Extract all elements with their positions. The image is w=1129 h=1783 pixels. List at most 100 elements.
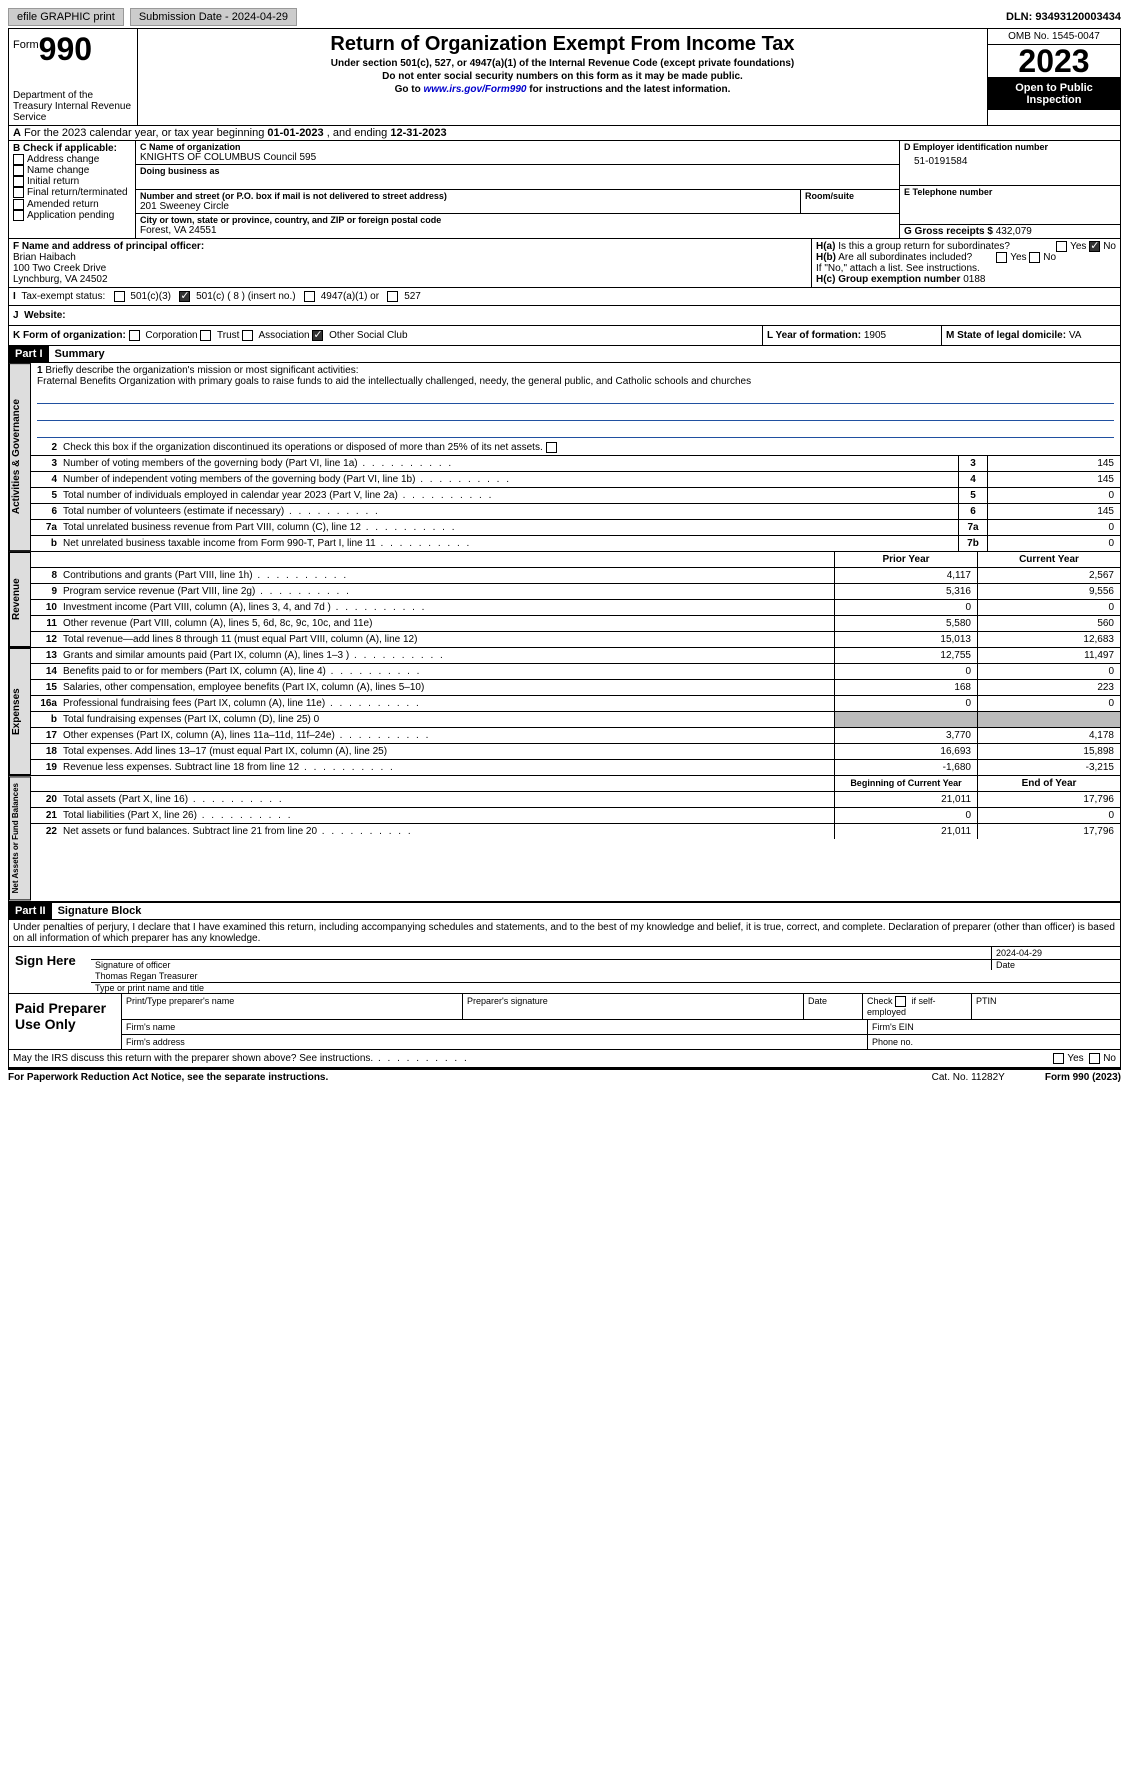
exp-18-curr: 15,898: [977, 744, 1120, 759]
officer-name: Brian Haibach: [13, 252, 807, 263]
efile-print-button[interactable]: efile GRAPHIC print: [8, 8, 124, 26]
row-k-l-m: K Form of organization: Corporation Trus…: [9, 326, 1120, 346]
subtitle-3: Go to www.irs.gov/Form990 for instructio…: [142, 84, 983, 95]
exp-16a-prior: 0: [834, 696, 977, 711]
exp-17-curr: 4,178: [977, 728, 1120, 743]
topbar: efile GRAPHIC print Submission Date - 20…: [8, 8, 1121, 26]
form-outer: Form990 Department of the Treasury Inter…: [8, 28, 1121, 1070]
exp-19-curr: -3,215: [977, 760, 1120, 775]
rev-10-curr: 0: [977, 600, 1120, 615]
val-4: 145: [987, 472, 1120, 487]
part-ii-header: Part IISignature Block: [9, 903, 1120, 920]
dln: DLN: 93493120003434: [1006, 11, 1121, 23]
rev-11-curr: 560: [977, 616, 1120, 631]
dept-treasury: Department of the Treasury Internal Reve…: [13, 90, 133, 123]
val-6: 145: [987, 504, 1120, 519]
submission-date: Submission Date - 2024-04-29: [130, 8, 297, 26]
check-final-return[interactable]: [13, 187, 24, 198]
discuss-yes[interactable]: [1053, 1053, 1064, 1064]
ha-yes[interactable]: [1056, 241, 1067, 252]
footer: For Paperwork Reduction Act Notice, see …: [8, 1070, 1121, 1083]
tax-year: 2023: [988, 45, 1120, 78]
header: Form990 Department of the Treasury Inter…: [9, 29, 1120, 126]
gross-receipts: 432,079: [996, 226, 1032, 237]
i-501c3[interactable]: [114, 291, 125, 302]
exp-19-prior: -1,680: [834, 760, 977, 775]
part-i-header: Part ISummary: [9, 346, 1120, 363]
street: 201 Sweeney Circle: [140, 201, 796, 212]
exp-13-prior: 12,755: [834, 648, 977, 663]
exp-16b-curr: [977, 712, 1120, 727]
i-527[interactable]: [387, 291, 398, 302]
check-address-change[interactable]: [13, 154, 24, 165]
exp-14-prior: 0: [834, 664, 977, 679]
exp-16b-prior: [834, 712, 977, 727]
val-3: 145: [987, 456, 1120, 471]
check-name-change[interactable]: [13, 165, 24, 176]
hb-yes[interactable]: [996, 252, 1007, 263]
form-title: Return of Organization Exempt From Incom…: [142, 33, 983, 56]
exp-16a-curr: 0: [977, 696, 1120, 711]
net-22-begin: 21,011: [834, 824, 977, 839]
val-7a: 0: [987, 520, 1120, 535]
exp-14-curr: 0: [977, 664, 1120, 679]
col-c: C Name of organizationKNIGHTS OF COLUMBU…: [136, 141, 899, 238]
mission-text: Fraternal Benefits Organization with pri…: [37, 376, 751, 387]
i-4947[interactable]: [304, 291, 315, 302]
mission-block: 1 Briefly describe the organization's mi…: [31, 363, 1120, 440]
section-b-c-d: B Check if applicable: Address change Na…: [9, 141, 1120, 239]
ein: 51-0191584: [904, 152, 1116, 171]
check-app-pending[interactable]: [13, 210, 24, 221]
irs-link[interactable]: www.irs.gov/Form990: [423, 84, 526, 95]
paid-preparer: Paid Preparer Use Only Print/Type prepar…: [9, 994, 1120, 1050]
perjury-text: Under penalties of perjury, I declare th…: [9, 920, 1120, 947]
check-amended[interactable]: [13, 199, 24, 210]
officer-addr2: Lynchburg, VA 24502: [13, 274, 807, 285]
city-state-zip: Forest, VA 24551: [140, 225, 895, 236]
rev-9-curr: 9,556: [977, 584, 1120, 599]
sign-date: 2024-04-29: [992, 947, 1120, 960]
activities-section: Activities & Governance 1 Briefly descri…: [9, 363, 1120, 552]
i-501c[interactable]: [179, 291, 190, 302]
k-corp[interactable]: [129, 330, 140, 341]
expenses-section: Expenses 13Grants and similar amounts pa…: [9, 648, 1120, 776]
exp-15-prior: 168: [834, 680, 977, 695]
col-d-e-g: D Employer identification number51-01915…: [899, 141, 1120, 238]
rev-12-prior: 15,013: [834, 632, 977, 647]
tab-expenses: Expenses: [9, 648, 31, 775]
ha-no[interactable]: [1089, 241, 1100, 252]
sign-here: Sign Here 2024-04-29 Signature of office…: [9, 947, 1120, 994]
row-f-h: F Name and address of principal officer:…: [9, 239, 1120, 288]
net-22-end: 17,796: [977, 824, 1120, 839]
net-20-begin: 21,011: [834, 792, 977, 807]
discuss-row: May the IRS discuss this return with the…: [9, 1050, 1120, 1069]
k-other[interactable]: [312, 330, 323, 341]
exp-13-curr: 11,497: [977, 648, 1120, 663]
rev-11-prior: 5,580: [834, 616, 977, 631]
tab-revenue: Revenue: [9, 552, 31, 647]
check-self-employed[interactable]: [895, 996, 906, 1007]
rev-10-prior: 0: [834, 600, 977, 615]
org-name: KNIGHTS OF COLUMBUS Council 595: [140, 152, 895, 163]
check-discontinued[interactable]: [546, 442, 557, 453]
net-20-end: 17,796: [977, 792, 1120, 807]
officer-signature-name: Thomas Regan Treasurer: [91, 970, 1120, 983]
hb-no[interactable]: [1029, 252, 1040, 263]
discuss-no[interactable]: [1089, 1053, 1100, 1064]
tab-activities: Activities & Governance: [9, 363, 31, 551]
k-assoc[interactable]: [242, 330, 253, 341]
rev-12-curr: 12,683: [977, 632, 1120, 647]
check-initial-return[interactable]: [13, 176, 24, 187]
state-domicile: VA: [1069, 330, 1082, 341]
val-7b: 0: [987, 536, 1120, 551]
col-b: B Check if applicable: Address change Na…: [9, 141, 136, 238]
k-trust[interactable]: [200, 330, 211, 341]
exp-18-prior: 16,693: [834, 744, 977, 759]
net-21-begin: 0: [834, 808, 977, 823]
val-5: 0: [987, 488, 1120, 503]
revenue-section: Revenue Prior YearCurrent Year 8Contribu…: [9, 552, 1120, 648]
form-word: Form: [13, 39, 39, 51]
rev-8-prior: 4,117: [834, 568, 977, 583]
officer-addr1: 100 Two Creek Drive: [13, 263, 807, 274]
row-a: A For the 2023 calendar year, or tax yea…: [9, 126, 1120, 141]
